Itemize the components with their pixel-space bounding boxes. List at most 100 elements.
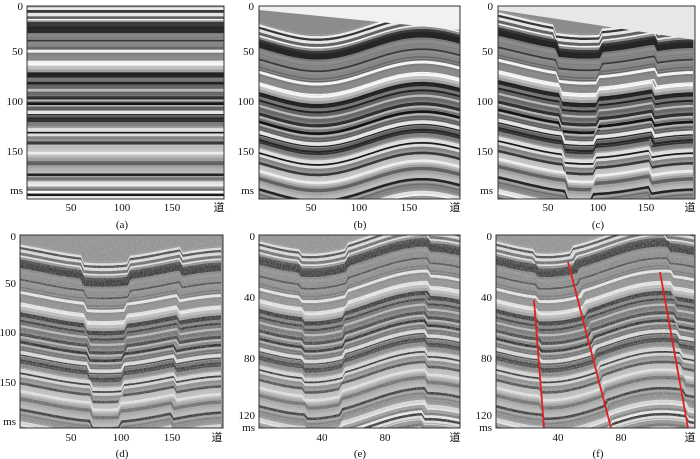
layer-band xyxy=(27,95,224,97)
panel-d-ytick-100: 100 xyxy=(0,327,17,339)
reflector-line xyxy=(498,122,693,147)
layer-band xyxy=(27,41,224,44)
reflector-line xyxy=(259,124,460,148)
layer-band xyxy=(27,60,224,63)
panel-c-ytick-0: 0 xyxy=(488,1,494,13)
reflector-line xyxy=(259,89,460,115)
layer-band xyxy=(27,139,224,142)
layer-band xyxy=(27,110,224,115)
reflector-line xyxy=(498,82,693,109)
layer-band xyxy=(27,39,224,42)
panel-d-image xyxy=(20,235,223,428)
layer-band xyxy=(27,193,224,197)
layer-band xyxy=(27,122,224,127)
panel-c-xtick-50: 50 xyxy=(543,202,555,214)
reflector-line xyxy=(498,111,693,137)
reflector-line xyxy=(259,174,460,199)
panel-b-xtick-unit: 道 xyxy=(450,200,461,214)
layer-band xyxy=(27,167,224,171)
layer-band xyxy=(27,37,224,40)
panel-b-xtick-50: 50 xyxy=(306,202,318,214)
reflector-line xyxy=(498,168,693,194)
layer-band xyxy=(27,49,224,53)
reflector-line xyxy=(387,193,457,199)
layer-band xyxy=(27,26,224,31)
reflector-line xyxy=(498,80,693,106)
panel-b-ytick-unit: ms xyxy=(241,185,254,197)
layer-band xyxy=(27,9,224,13)
panel-d-ytick-0: 0 xyxy=(11,231,17,243)
layer-band xyxy=(27,133,224,137)
reflector-line xyxy=(259,131,460,156)
panel-f-ytick-120: 120 xyxy=(476,410,493,422)
reflector-line xyxy=(259,142,460,166)
panel-f-ytick-0: 0 xyxy=(487,231,493,243)
reflector-line xyxy=(259,138,460,165)
panel-c-ytick-100: 100 xyxy=(477,96,494,108)
reflector-line xyxy=(498,181,693,199)
reflector-line xyxy=(498,61,693,88)
layer-band xyxy=(27,22,224,27)
panel-d-caption: (d) xyxy=(116,448,129,459)
layer-band xyxy=(27,157,224,162)
layer-band xyxy=(27,46,224,49)
reflector-line xyxy=(498,38,693,64)
reflector-line xyxy=(259,34,460,60)
reflector-line xyxy=(498,57,693,82)
reflector-line xyxy=(498,67,693,93)
reflector-line xyxy=(259,133,460,159)
reflector-line xyxy=(498,54,693,79)
panel-c-frame xyxy=(497,5,696,200)
panel-d-xtick-unit: 道 xyxy=(212,430,223,444)
reflector-line xyxy=(259,186,460,199)
layer-band xyxy=(27,147,224,152)
layer-band xyxy=(27,115,224,118)
panel-d: 0 50 100 150 ms 50 100 150 道 (d) xyxy=(0,231,224,459)
reflector-line xyxy=(259,113,460,137)
reflector-line xyxy=(259,115,460,140)
reflector-line xyxy=(259,164,460,191)
layer-band xyxy=(27,190,224,194)
panel-d-ytick-150: 150 xyxy=(0,377,17,389)
panel-e-xtick-80: 80 xyxy=(380,432,392,444)
reflector-line xyxy=(498,118,693,145)
reflector-line xyxy=(498,89,693,117)
panel-b: 0 50 100 150 ms 50 100 150 道 (b) xyxy=(238,1,461,231)
panel-c: 0 50 100 150 ms 50 100 150 道 (c) xyxy=(477,1,696,231)
reflector-line xyxy=(498,84,693,112)
reflector-line xyxy=(259,73,460,100)
layer-band xyxy=(27,184,224,187)
reflector-line xyxy=(498,188,646,199)
layer-band xyxy=(27,141,224,145)
reflector-line xyxy=(498,184,693,199)
reflector-line xyxy=(498,176,693,199)
reflector-line xyxy=(259,143,460,169)
panel-b-xtick-150: 150 xyxy=(401,202,418,214)
reflector-line xyxy=(259,28,460,56)
panel-c-ytick-150: 150 xyxy=(477,146,494,158)
panel-a: 0 50 100 150 ms 50 100 150 道 (a) xyxy=(7,1,225,231)
reflector-line xyxy=(259,94,460,120)
reflector-line xyxy=(259,81,460,107)
layer-band xyxy=(27,74,224,78)
layer-band xyxy=(27,7,224,10)
layer-band xyxy=(27,72,224,75)
reflector-line xyxy=(498,63,693,91)
reflector-line xyxy=(259,172,460,198)
reflector-line xyxy=(259,118,460,143)
panel-b-ytick-0: 0 xyxy=(249,1,255,13)
panel-a-caption: (a) xyxy=(116,219,129,231)
reflector-line xyxy=(377,190,460,199)
layer-band xyxy=(27,18,224,21)
layer-band xyxy=(27,62,224,66)
layer-band xyxy=(27,36,224,38)
fault-line-2 xyxy=(567,261,612,429)
reflector-line xyxy=(498,92,693,119)
layer-band xyxy=(27,165,224,168)
reflector-line xyxy=(498,103,693,129)
reflector-line xyxy=(259,128,460,153)
layer-band xyxy=(27,170,224,174)
reflector-line xyxy=(498,74,693,101)
panel-a-xtick-100: 100 xyxy=(114,202,131,214)
panel-a-ytick-unit: ms xyxy=(10,185,23,197)
